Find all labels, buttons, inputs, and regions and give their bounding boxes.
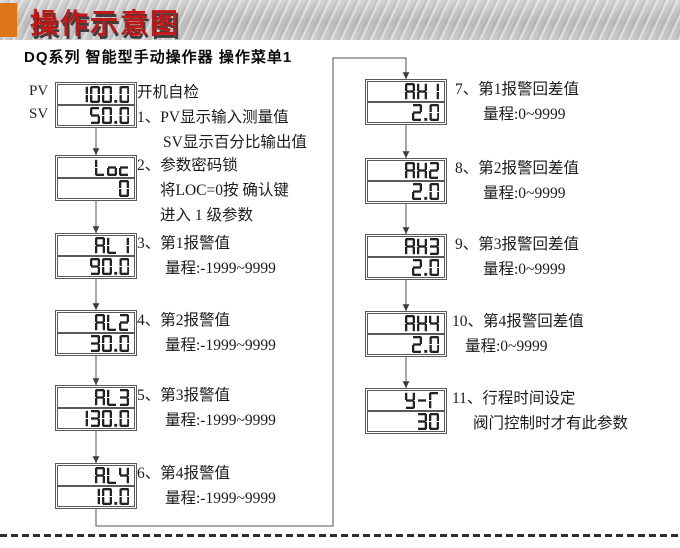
note-line: 6、第4报警值 bbox=[137, 465, 231, 482]
lcd-param-row bbox=[367, 313, 445, 334]
lcd-param-row bbox=[57, 84, 135, 105]
note-line: 7、第1报警回差值 bbox=[455, 81, 580, 98]
note-line: 4、第2报警值 bbox=[137, 312, 231, 329]
display-side-label-pv: PV bbox=[29, 83, 49, 99]
note-line: 8、第2报警回差值 bbox=[455, 160, 580, 177]
note-line: 11、行程时间设定 bbox=[452, 390, 576, 407]
lcd-value-row bbox=[367, 411, 445, 432]
lcd-value-row bbox=[367, 181, 445, 202]
lcd-param-row bbox=[57, 465, 135, 486]
note-line: 量程:-1999~9999 bbox=[165, 260, 276, 277]
lcd-value-row bbox=[57, 408, 135, 429]
note-line: 量程:0~9999 bbox=[465, 338, 548, 355]
note-u_r: 11、行程时间设定阀门控制时才有此参数 bbox=[452, 386, 628, 436]
note-line: 量程:0~9999 bbox=[483, 185, 566, 202]
lcd-param-row bbox=[57, 235, 135, 256]
lcd-value-row bbox=[57, 178, 135, 199]
lcd-display-pv_sv bbox=[55, 82, 137, 128]
lcd-value-row bbox=[57, 486, 135, 507]
lcd-value-row bbox=[57, 105, 135, 126]
note-al3: 5、第3报警值量程:-1999~9999 bbox=[137, 383, 276, 433]
note-line: 将LOC=0按 确认键 bbox=[160, 182, 289, 199]
lcd-value-row bbox=[367, 257, 445, 278]
lcd-value-row bbox=[367, 102, 445, 123]
note-line: 量程:-1999~9999 bbox=[165, 412, 276, 429]
note-line: 量程:-1999~9999 bbox=[165, 490, 276, 507]
footer-dashed-divider bbox=[0, 534, 680, 537]
note-line: 量程:-1999~9999 bbox=[165, 337, 276, 354]
accent-square bbox=[0, 3, 17, 37]
lcd-display-ah3 bbox=[365, 234, 447, 280]
note-line: 5、第3报警值 bbox=[137, 387, 231, 404]
lcd-display-al4 bbox=[55, 463, 137, 509]
note-line: SV显示百分比输出值 bbox=[163, 134, 307, 151]
lcd-display-u_r bbox=[365, 388, 447, 434]
lcd-value-row bbox=[367, 334, 445, 355]
lcd-display-ah1 bbox=[365, 79, 447, 125]
page-title: 操作示意图 bbox=[30, 8, 181, 39]
lcd-display-al1 bbox=[55, 233, 137, 279]
note-line: 10、第4报警回差值 bbox=[452, 313, 584, 330]
note-ah3: 9、第3报警回差值量程:0~9999 bbox=[455, 232, 579, 282]
lcd-display-ah4 bbox=[365, 311, 447, 357]
note-al1: 3、第1报警值量程:-1999~9999 bbox=[137, 231, 276, 281]
title-banner: 操作示意图 bbox=[0, 0, 680, 40]
subtitle: DQ系列 智能型手动操作器 操作菜单1 bbox=[24, 49, 293, 66]
lcd-value-row bbox=[57, 333, 135, 354]
lcd-display-al2 bbox=[55, 310, 137, 356]
lcd-param-row bbox=[367, 236, 445, 257]
note-loc: 2、参数密码锁将LOC=0按 确认键 进入 1 级参数 bbox=[137, 153, 289, 228]
note-pv_sv: 开机自检 1、PV显示输入测量值 SV显示百分比输出值 bbox=[137, 80, 307, 155]
note-ah1: 7、第1报警回差值量程:0~9999 bbox=[455, 77, 579, 127]
lcd-param-row bbox=[57, 312, 135, 333]
lcd-param-row bbox=[367, 160, 445, 181]
lcd-display-loc bbox=[55, 155, 137, 201]
lcd-display-ah2 bbox=[365, 158, 447, 204]
note-line: 开机自检 bbox=[137, 84, 200, 101]
note-ah4: 10、第4报警回差值量程:0~9999 bbox=[452, 309, 584, 359]
lcd-param-row bbox=[57, 387, 135, 408]
note-al4: 6、第4报警值量程:-1999~9999 bbox=[137, 461, 276, 511]
lcd-param-row bbox=[367, 390, 445, 411]
note-line: 量程:0~9999 bbox=[483, 106, 566, 123]
note-line: 量程:0~9999 bbox=[483, 261, 566, 278]
note-line: 9、第3报警回差值 bbox=[455, 236, 580, 253]
note-al2: 4、第2报警值量程:-1999~9999 bbox=[137, 308, 276, 358]
note-line: 2、参数密码锁 bbox=[137, 157, 238, 174]
lcd-param-row bbox=[57, 157, 135, 178]
lcd-param-row bbox=[367, 81, 445, 102]
lcd-value-row bbox=[57, 256, 135, 277]
note-ah2: 8、第2报警回差值量程:0~9999 bbox=[455, 156, 579, 206]
lcd-display-al3 bbox=[55, 385, 137, 431]
note-line: 阀门控制时才有此参数 bbox=[473, 415, 629, 432]
note-line: 1、PV显示输入测量值 bbox=[137, 109, 289, 126]
note-line: 3、第1报警值 bbox=[137, 235, 231, 252]
display-side-label-sv: SV bbox=[29, 106, 49, 122]
note-line: 进入 1 级参数 bbox=[160, 207, 254, 224]
